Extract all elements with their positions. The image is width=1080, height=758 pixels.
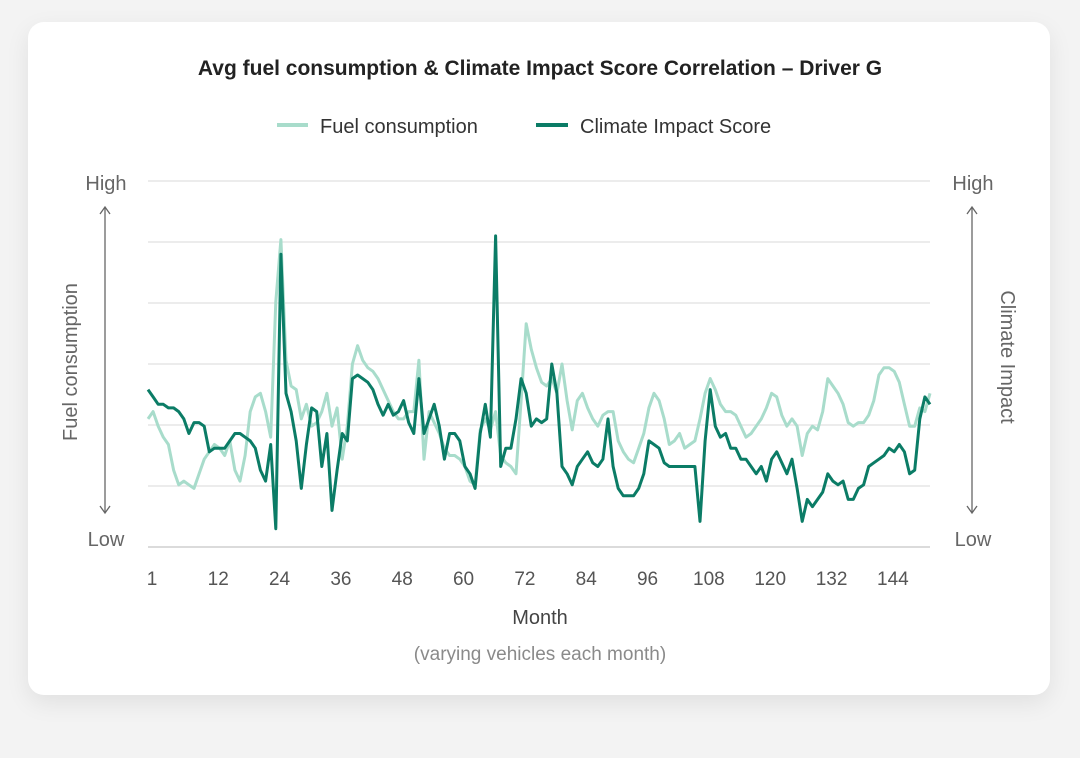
x-axis-title: Month (512, 607, 568, 629)
x-tick-label: 144 (877, 569, 909, 590)
x-tick-label: 96 (637, 569, 658, 590)
x-tick-label: 12 (208, 569, 229, 590)
series-line-climate-impact (146, 234, 932, 531)
x-tick-label: 48 (392, 569, 413, 590)
x-tick-label: 24 (269, 569, 291, 590)
right-axis-title: Climate Impact (996, 290, 1018, 424)
x-tick-label: 108 (693, 569, 725, 590)
right-axis-low: Low (955, 529, 992, 551)
x-tick-label: 72 (514, 569, 535, 590)
left-axis-high: High (85, 173, 126, 195)
x-tick-label: 132 (816, 569, 848, 590)
x-tick-label: 36 (330, 569, 351, 590)
chart-title: Avg fuel consumption & Climate Impact Sc… (198, 57, 882, 80)
left-axis-title: Fuel consumption (60, 283, 82, 441)
series-line-fuel-consumption (146, 238, 932, 490)
chart-card (28, 22, 1050, 695)
x-axis-ticks: 1 12 24 36 48 60 72 84 96 108 120 132 144 (147, 569, 909, 590)
right-axis-high: High (952, 173, 993, 195)
legend: Fuel consumption Climate Impact Score (277, 116, 771, 138)
gridlines (148, 180, 930, 548)
legend-label-climate: Climate Impact Score (580, 116, 771, 138)
x-tick-label: 1 (147, 569, 158, 590)
x-tick-label: 60 (453, 569, 474, 590)
series-lines (146, 234, 932, 531)
x-tick-label: 84 (576, 569, 598, 590)
x-axis-note: (varying vehicles each month) (414, 644, 666, 665)
legend-label-fuel: Fuel consumption (320, 116, 478, 138)
left-axis-arrow (99, 205, 111, 515)
left-axis-low: Low (88, 529, 125, 551)
x-tick-label: 120 (754, 569, 786, 590)
right-axis-arrow (966, 205, 978, 515)
